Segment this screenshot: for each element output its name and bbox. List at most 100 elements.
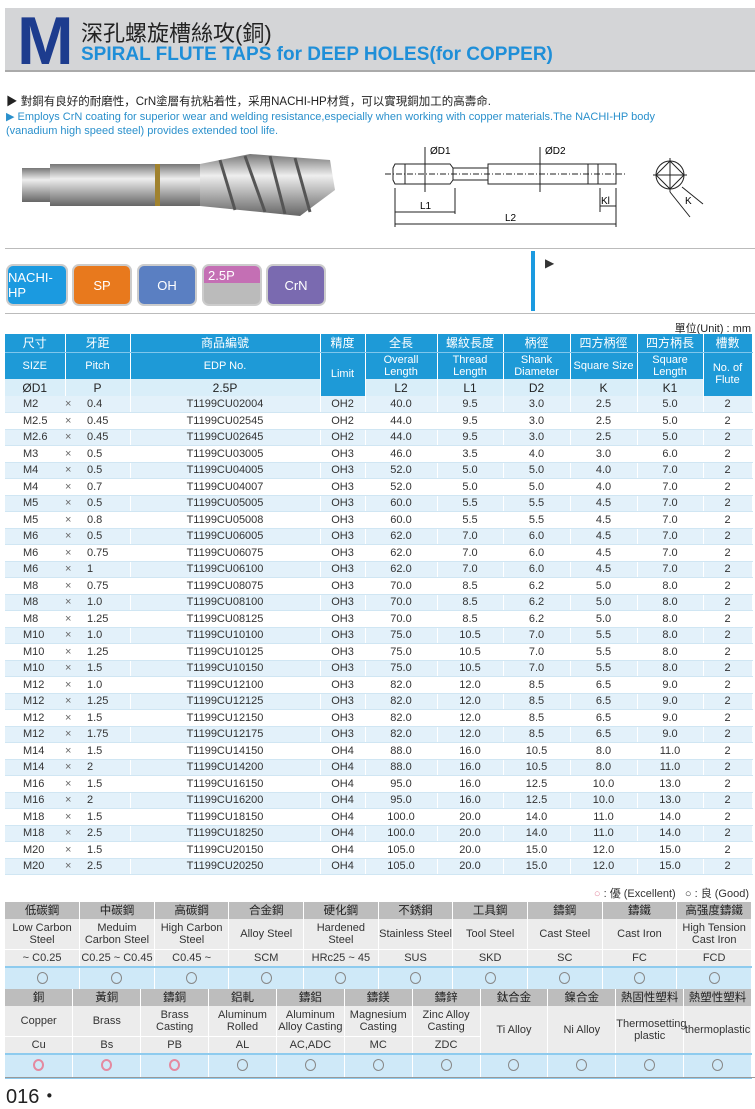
cell: T1199CU08100 (130, 594, 321, 611)
cell: 60.0 (365, 511, 438, 529)
cell: 2 (703, 561, 753, 578)
cell: 60.0 (365, 495, 438, 512)
cell: T1199CU10150 (130, 660, 321, 677)
material-code: SUS (378, 948, 454, 967)
cell: 4.5 (570, 561, 638, 578)
cell: 7.0 (437, 544, 504, 562)
cell: 5.5 (503, 511, 571, 529)
material-zh: 鑄鋅 (412, 989, 481, 1006)
header-en: Square Length (637, 352, 704, 379)
material-code: ~ C0.25 (5, 948, 81, 967)
cell: OH3 (320, 495, 366, 512)
cell: 70.0 (365, 610, 438, 628)
label-kl: Kl (601, 196, 610, 207)
header-zh: 螺紋長度 (437, 334, 504, 353)
cell: M20 (5, 841, 65, 859)
cell: × 0.5 (65, 462, 131, 479)
cell: 2 (703, 412, 753, 430)
cell: 100.0 (365, 808, 438, 826)
cell: 7.0 (503, 643, 571, 661)
cell: T1199CU06005 (130, 528, 321, 545)
cell: T1199CU18250 (130, 825, 321, 842)
title-zh: 深孔螺旋槽絲攻(銅) (81, 21, 272, 46)
cell: 15.0 (503, 841, 571, 859)
table-row: M12 × 1.25 T1199CU12125 OH3 82.0 12.0 8.5 6.5 9.0… (5, 693, 753, 710)
cell: 82.0 (365, 676, 438, 694)
cell: 2 (703, 660, 753, 677)
material-code: PB (140, 1035, 210, 1054)
cell: M14 (5, 742, 65, 760)
good-rating-icon (372, 1058, 384, 1071)
cell: 2.5 (570, 396, 638, 413)
times-icon: × (65, 777, 72, 790)
cell: 2 (703, 511, 753, 529)
cell: × 1.5 (65, 775, 131, 793)
cell: T1199CU10100 (130, 627, 321, 644)
cell: T1199CU02645 (130, 429, 321, 446)
cell: T1199CU08075 (130, 577, 321, 595)
cell: 20.0 (437, 858, 504, 875)
material-zh: 硬化鋼 (303, 902, 379, 919)
cell: 9.0 (637, 693, 704, 710)
good-rating-icon (559, 971, 571, 984)
table-row: M12 × 1.75 T1199CU12175 OH3 82.0 12.0 8.5 6.5 9.0… (5, 726, 753, 743)
material-code: C0.25 ~ C0.45 (79, 948, 155, 967)
material-rating (480, 1053, 549, 1079)
cell: × 0.75 (65, 577, 131, 595)
cell: × 1.0 (65, 627, 131, 644)
good-rating-icon (335, 971, 347, 984)
cell: 10.0 (570, 775, 638, 793)
cell: OH3 (320, 478, 366, 496)
cell: 16.0 (437, 759, 504, 776)
material-rating (615, 1053, 685, 1079)
cell: 4.5 (570, 544, 638, 562)
cell: 82.0 (365, 693, 438, 710)
cell: 15.0 (637, 841, 704, 859)
cell: 2 (703, 742, 753, 760)
table-row: M10 × 1.0 T1199CU10100 OH3 75.0 10.5 7.0 5.5 8.0 2 (5, 627, 753, 644)
cell: OH3 (320, 445, 366, 463)
cell: OH3 (320, 693, 366, 710)
good-rating-icon (508, 1058, 520, 1071)
header-symbol: L1 (437, 379, 504, 396)
page-header: M 深孔螺旋槽絲攻(銅) SPIRAL FLUTE TAPS for DEEP … (5, 3, 755, 79)
times-icon: × (65, 579, 72, 592)
cell: × 0.5 (65, 445, 131, 463)
cell: 9.5 (437, 396, 504, 413)
good-rating-icon (304, 1058, 316, 1071)
cell: 6.2 (503, 577, 571, 595)
times-icon: × (65, 497, 72, 510)
times-icon: × (65, 645, 72, 658)
cell: × 1.5 (65, 660, 131, 677)
times-icon: × (65, 513, 72, 526)
header-symbol: D2 (503, 379, 571, 396)
cell: 7.0 (637, 478, 704, 496)
material-code: MC (344, 1035, 413, 1054)
cell: 62.0 (365, 528, 438, 545)
cell: × 1.5 (65, 808, 131, 826)
cell: 3.0 (503, 396, 571, 413)
times-icon: × (65, 447, 72, 460)
cell: OH4 (320, 808, 366, 826)
cell: T1199CU20150 (130, 841, 321, 859)
cell: M2.6 (5, 429, 65, 446)
cell: T1199CU12150 (130, 709, 321, 727)
cell: OH3 (320, 676, 366, 694)
header-symbol: 2.5P (130, 379, 321, 396)
cell: × 0.45 (65, 412, 131, 430)
table-row: M20 × 1.5 T1199CU20150 OH4 105.0 20.0 15.0 12.0 1… (5, 841, 753, 859)
material-zh: 高碳鋼 (154, 902, 230, 919)
cell: 8.0 (637, 610, 704, 628)
material-rating (527, 966, 603, 992)
material-en: Zinc Alloy Casting (412, 1006, 481, 1036)
cell: T1199CU02004 (130, 396, 321, 413)
cell: × 1.0 (65, 676, 131, 694)
material-zh: 工具鋼 (452, 902, 528, 919)
material-zh: 鈦合金 (480, 989, 549, 1006)
cell: 5.0 (437, 478, 504, 496)
cell: 4.5 (570, 528, 638, 545)
cell: 88.0 (365, 742, 438, 760)
cell: 2 (703, 825, 753, 842)
cell: M12 (5, 693, 65, 710)
cell: 8.0 (637, 594, 704, 611)
